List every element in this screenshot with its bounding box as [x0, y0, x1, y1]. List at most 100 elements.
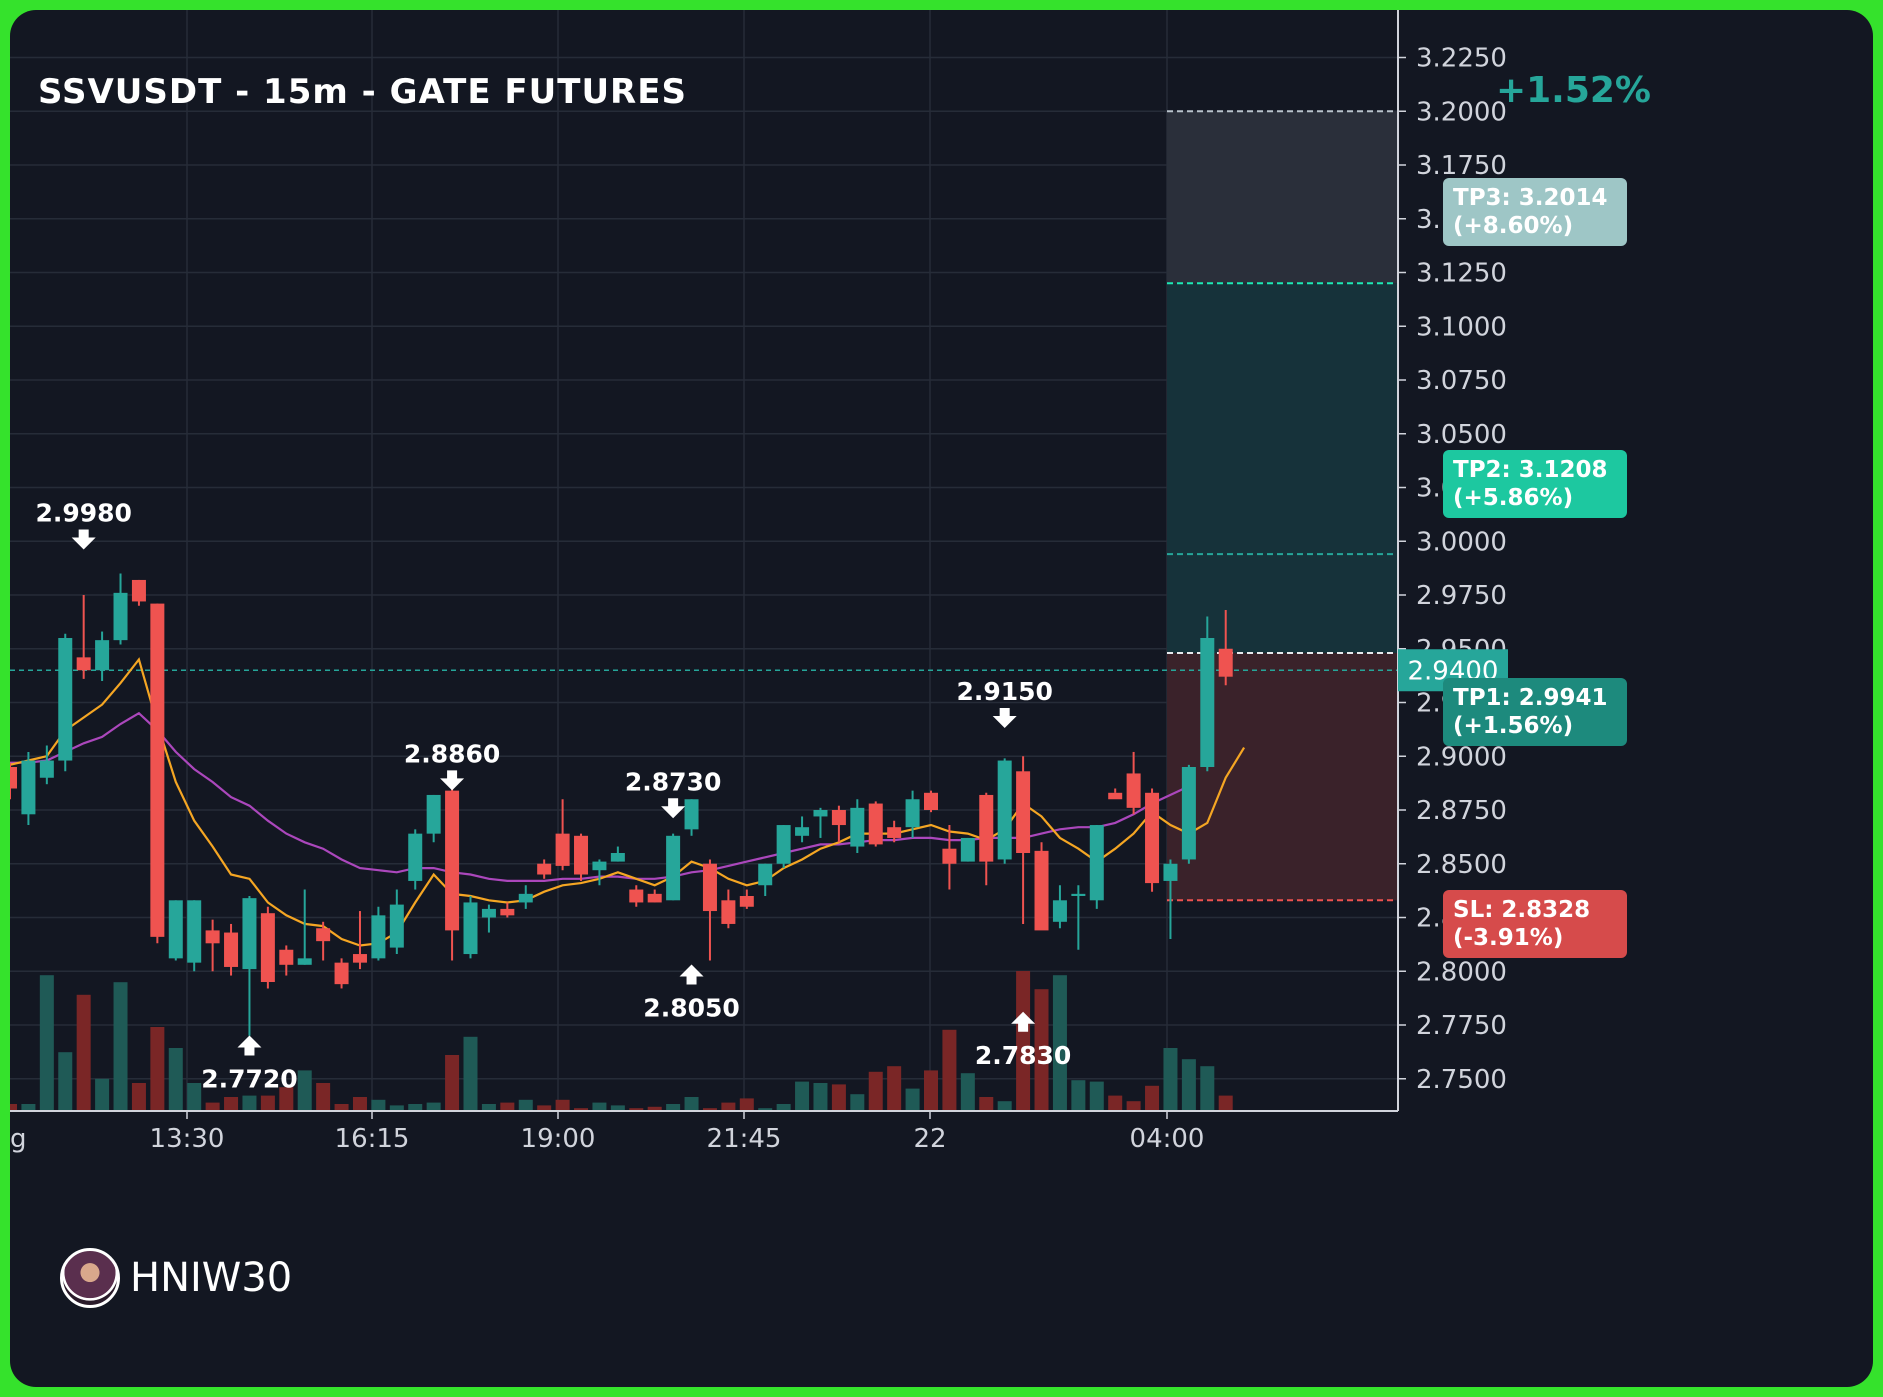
volume-bar [887, 1066, 902, 1111]
change-percent: +1.52% [1495, 70, 1651, 111]
candle-body [131, 579, 146, 602]
volume-bar [39, 975, 54, 1111]
candle-body [647, 893, 662, 903]
up-arrow-icon [1011, 1011, 1036, 1032]
candle-body [776, 825, 791, 864]
candle-body [426, 794, 441, 834]
volume-bar [481, 1104, 496, 1111]
candle-body [997, 760, 1012, 860]
volume-bar [1108, 1095, 1123, 1111]
author-name: HNIW30 [130, 1255, 293, 1301]
candle-body [224, 932, 239, 967]
candle-body [10, 767, 17, 789]
down-arrow-icon [71, 529, 96, 550]
candle-body [1126, 773, 1141, 808]
candle-body [868, 803, 883, 845]
volume-bar [1052, 975, 1067, 1111]
candle-body [1108, 792, 1123, 800]
volume-bar [518, 1099, 533, 1111]
volume-bar [58, 1052, 73, 1111]
time-tick-label: 19:00 [521, 1124, 596, 1154]
volume-bar [95, 1078, 110, 1111]
volume-bar [537, 1105, 552, 1111]
volume-bar [352, 1097, 367, 1111]
candle-body [831, 810, 846, 826]
volume-bar [979, 1097, 994, 1111]
candle-body [758, 863, 773, 886]
volume-bar [905, 1088, 920, 1111]
price-chart[interactable]: 2.9980 2.7720 2.8860 2.8730 2.8050 2.9150 2.78… [10, 10, 1873, 1387]
candle-body [1034, 850, 1049, 931]
candle-body [334, 962, 349, 985]
down-arrow-icon [992, 708, 1017, 728]
volume-bar [426, 1102, 441, 1111]
candle-body [1181, 767, 1196, 860]
candle-body [205, 930, 220, 944]
volume-bar [224, 1097, 239, 1111]
volume-bar [334, 1104, 349, 1111]
volume-bar [1145, 1085, 1160, 1111]
high-label: 2.8860 [404, 739, 500, 768]
volume-bar [960, 1073, 975, 1111]
tp1-label: TP1: 2.9941 [1453, 685, 1608, 711]
volume-bar [168, 1048, 183, 1111]
candle-body [721, 900, 736, 924]
candle-body [279, 949, 294, 965]
candle-body [95, 640, 110, 671]
candle-body [1163, 863, 1178, 881]
candle-body [1200, 638, 1215, 767]
volume-bar [610, 1105, 625, 1111]
price-tick-label: 2.8750 [1416, 796, 1507, 826]
volume-bar [1126, 1101, 1141, 1111]
candle-body [58, 638, 73, 761]
candle-body [1145, 792, 1160, 884]
chart-frame: 2.9980 2.7720 2.8860 2.8730 2.8050 2.9150 2.78… [10, 10, 1873, 1387]
price-tick-label: 3.1000 [1416, 312, 1507, 342]
candle-body [1016, 771, 1031, 853]
time-tick-label: 22 [913, 1124, 946, 1154]
tp2-badge: TP2: 3.1208 (+5.86%) [1443, 450, 1627, 518]
candle-body [168, 900, 183, 959]
chart-title: SSVUSDT - 15m - GATE FUTURES [38, 72, 687, 112]
volume-bar [702, 1108, 717, 1111]
volume-bar [371, 1099, 386, 1111]
candle-body [684, 799, 699, 830]
candle-body [666, 835, 681, 901]
tp3-badge: TP3: 3.2014 (+8.60%) [1443, 178, 1627, 246]
candle-body [260, 913, 275, 982]
low-label: 2.7830 [975, 1041, 1071, 1070]
candle-body [352, 954, 367, 963]
volume-bar [666, 1104, 681, 1111]
candle-body [187, 900, 202, 963]
volume-bar [316, 1083, 331, 1111]
volume-bar [831, 1084, 846, 1111]
volume-bar [850, 1094, 865, 1111]
candle-body [518, 893, 533, 903]
candle-body [150, 603, 165, 937]
candle-body [795, 827, 810, 836]
candle-body [629, 889, 644, 903]
candle-body [21, 760, 36, 815]
price-tick-label: 2.9750 [1416, 581, 1507, 611]
volume-bar [279, 1087, 294, 1111]
candle-body [960, 837, 975, 862]
volume-bar [205, 1102, 220, 1111]
volume-bar [574, 1108, 589, 1111]
volume-bar [684, 1097, 699, 1111]
time-tick-label: 04:00 [1130, 1124, 1205, 1154]
volume-bar [463, 1036, 478, 1111]
down-arrow-icon [661, 798, 686, 819]
sl-badge: SL: 2.8328 (-3.91%) [1443, 890, 1627, 958]
volume-bar [942, 1029, 957, 1111]
volume-bar [555, 1099, 570, 1111]
volume-bar [445, 1055, 460, 1111]
candle-body [389, 904, 404, 948]
candle-body [481, 908, 496, 918]
price-tick-label: 2.7500 [1416, 1065, 1507, 1095]
low-label: 2.8050 [643, 994, 739, 1023]
volume-bar [592, 1102, 607, 1111]
down-arrow-icon [440, 770, 465, 791]
candle-body [610, 853, 625, 862]
tp1-badge: TP1: 2.9941 (+1.56%) [1443, 678, 1627, 746]
price-tick-label: 3.0000 [1416, 527, 1507, 557]
